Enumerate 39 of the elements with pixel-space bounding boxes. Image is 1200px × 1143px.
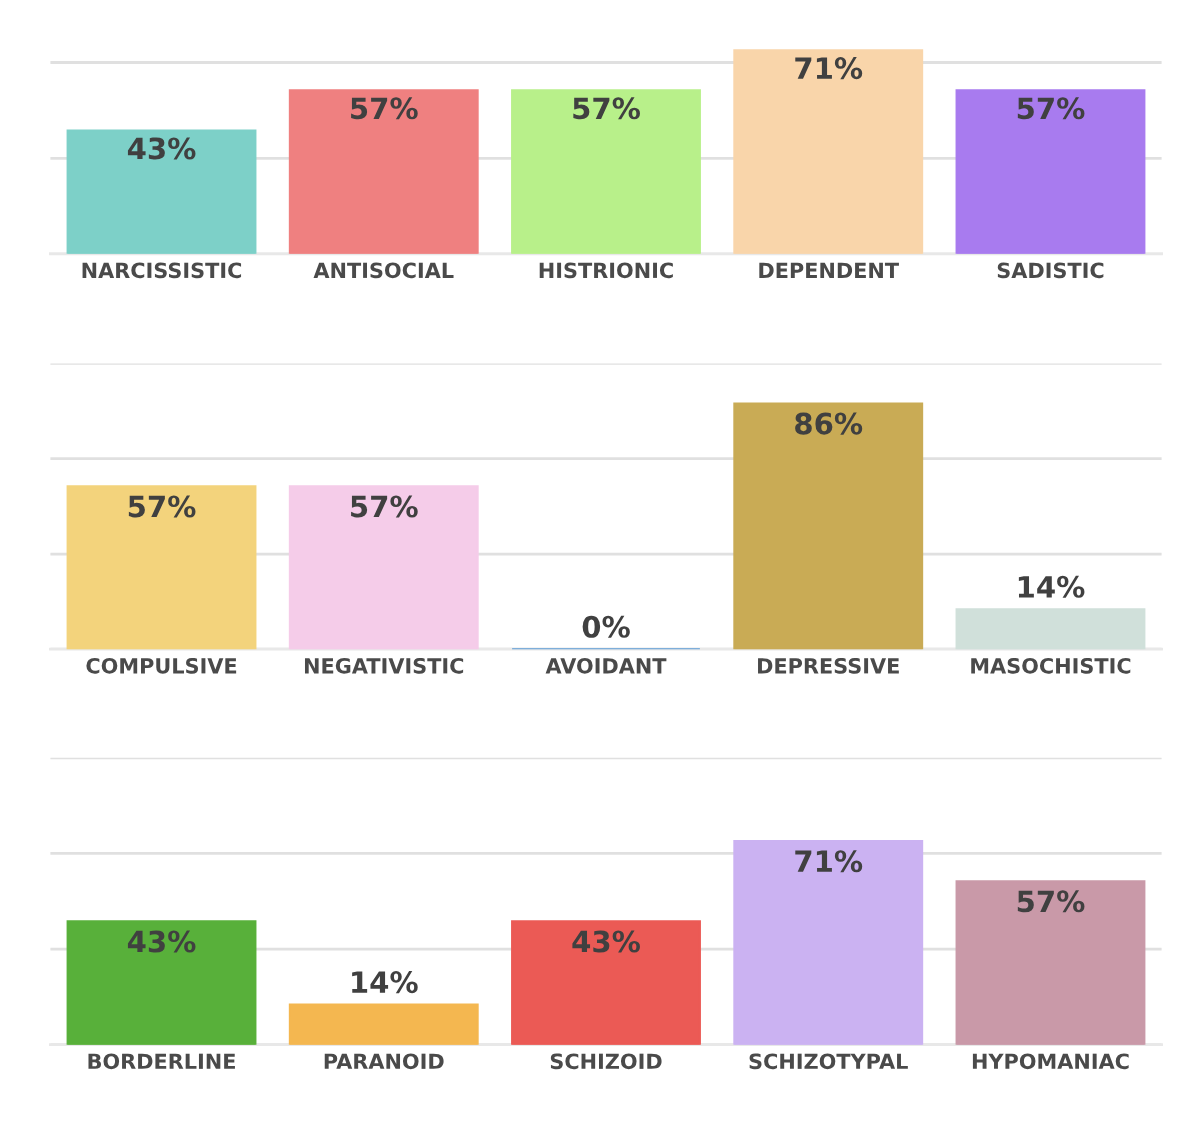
bar: [511, 920, 701, 1045]
bar: [288, 1003, 479, 1045]
data-label: 57%: [128, 495, 196, 518]
data-label: 57%: [573, 97, 640, 120]
bar: [733, 402, 924, 650]
data-label: 57%: [1017, 97, 1085, 120]
x-tick-label: BORDERLINE: [88, 1053, 235, 1070]
bar: [288, 485, 479, 650]
x-tick-label: MASOCHISTIC: [971, 657, 1131, 674]
x-tick-label: HYPOMANIAC: [972, 1053, 1129, 1070]
bar: [66, 920, 257, 1045]
data-label: 43%: [572, 930, 640, 953]
x-tick-label: NEGATIVISTIC: [304, 657, 464, 674]
data-label: 43%: [127, 930, 196, 953]
x-tick-label: HISTRIONIC: [539, 262, 673, 279]
bar: [955, 880, 1146, 1045]
x-tick-label: NARCISSISTIC: [82, 262, 242, 279]
data-label: 14%: [1018, 575, 1085, 598]
data-label: 43%: [127, 137, 196, 160]
bar: [733, 839, 924, 1045]
data-label: 86%: [795, 412, 863, 435]
x-tick-label: DEPENDENT: [759, 262, 899, 278]
x-tick-label: DEPRESSIVE: [758, 657, 899, 674]
x-tick-label: SCHIZOTYPAL: [749, 1053, 908, 1070]
x-tick-label: COMPULSIVE: [86, 657, 237, 674]
x-tick-label: SADISTIC: [997, 262, 1104, 279]
x-tick-label: ANTISOCIAL: [313, 262, 454, 279]
bar: [66, 485, 257, 650]
data-label: 71%: [795, 850, 863, 873]
bar: [955, 608, 1146, 650]
data-label: 57%: [351, 495, 418, 518]
data-label: 57%: [1017, 890, 1085, 913]
data-label: 14%: [352, 971, 418, 994]
x-tick-label: PARANOID: [324, 1053, 444, 1070]
data-label: 57%: [351, 97, 418, 120]
x-tick-label: AVOIDANT: [545, 657, 667, 674]
x-tick-label: SCHIZOID: [550, 1053, 662, 1070]
data-label: 71%: [795, 57, 863, 80]
data-label: 0%: [582, 615, 630, 638]
